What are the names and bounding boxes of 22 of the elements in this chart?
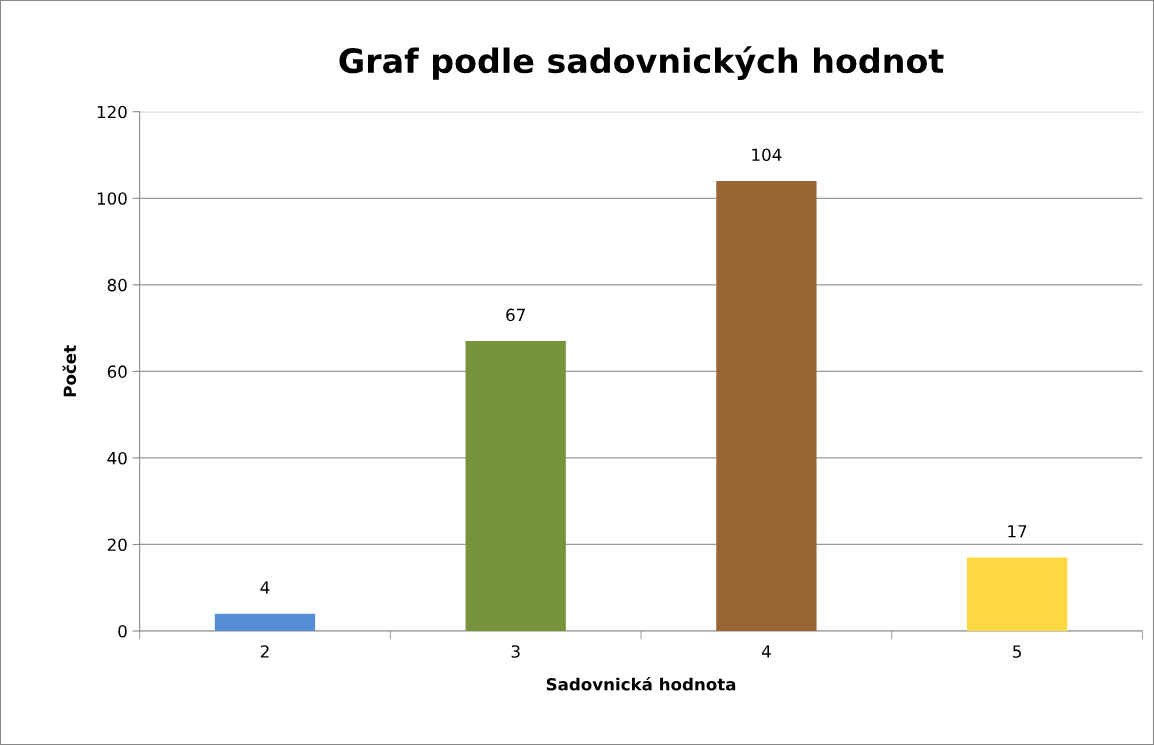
y-tick-label: 20: [107, 538, 127, 552]
y-tick-label: 40: [107, 451, 127, 465]
chart-title: Graf podle sadovnických hodnot: [339, 46, 944, 81]
x-axis-title: Sadovnická hodnota: [546, 677, 736, 691]
bar: [966, 557, 1068, 632]
x-tick-label: 3: [511, 645, 520, 658]
x-tick-label: 5: [1013, 645, 1021, 658]
y-tick-label: 100: [97, 192, 127, 205]
y-tick-label: 80: [107, 278, 127, 292]
x-tick-label: 4: [761, 645, 771, 658]
bar: [465, 341, 566, 632]
y-tick-label: 60: [107, 365, 127, 378]
data-label: 4: [260, 581, 270, 594]
y-tick-label: 120: [97, 105, 127, 119]
data-label: 104: [752, 148, 782, 162]
y-tick-label: 0: [118, 624, 127, 638]
bar: [716, 180, 817, 632]
x-tick-label: 2: [260, 645, 269, 658]
bar: [214, 613, 316, 632]
data-label: 17: [1008, 525, 1027, 538]
data-label: 67: [506, 308, 525, 322]
y-axis-title: Počet: [62, 345, 77, 397]
